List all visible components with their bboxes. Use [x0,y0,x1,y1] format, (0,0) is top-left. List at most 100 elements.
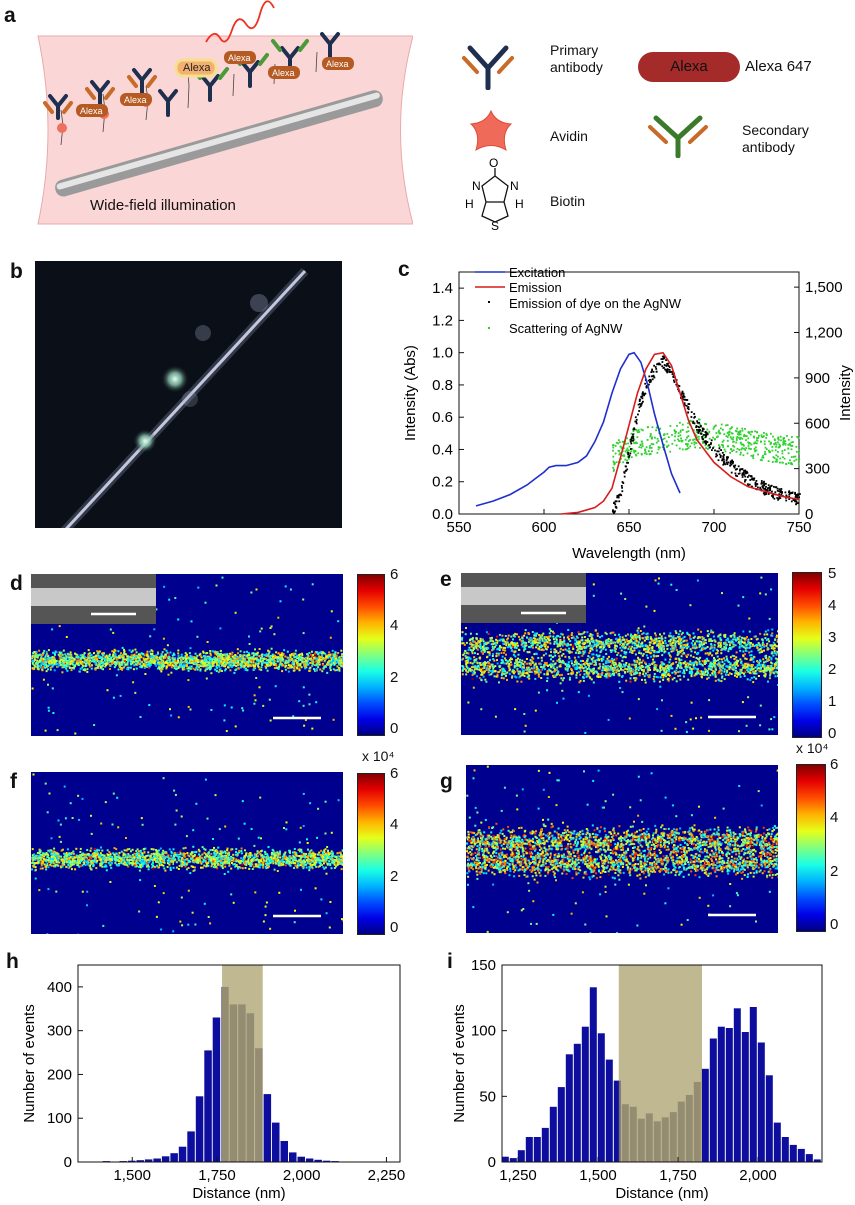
dye-emission-point [618,500,621,503]
localization-point [221,654,224,657]
localization-point [151,655,154,658]
localization-point [153,661,156,664]
localization-point [670,644,673,647]
dye-emission-point [637,413,639,416]
scattering-point [687,435,690,437]
dye-emission-point [767,487,769,490]
scattering-point [720,423,723,426]
localization-point [635,637,638,640]
localization-point [737,664,740,667]
localization-point [209,658,212,660]
localization-point [229,669,232,672]
background-event [304,719,307,721]
localization-point [34,655,37,658]
scattering-point [773,443,776,445]
localization-point [475,633,478,635]
localization-point [159,662,162,665]
dye-emission-point [765,493,768,495]
localization-point [533,663,536,666]
dye-emission-point [671,371,673,373]
y-tick-label: 1.0 [432,345,453,362]
scattering-point [617,442,620,445]
scattering-point [705,423,707,425]
localization-point [139,664,142,667]
localization-point [600,640,602,643]
localization-point [606,657,609,660]
localization-point [145,653,148,656]
scattering-point [635,454,638,457]
scattering-point [645,446,648,449]
localization-point [576,641,578,644]
localization-point [701,672,704,675]
localization-point [699,649,702,652]
localization-point [243,654,246,657]
localization-point [648,644,651,647]
scattering-point [693,443,696,446]
localization-point [261,653,264,656]
localization-point [534,670,537,673]
localization-point [735,651,738,654]
localization-point [621,669,624,671]
scattering-point [769,443,772,446]
localization-point [603,675,606,678]
localization-point [87,655,90,658]
localization-point [628,640,631,642]
localization-point [602,656,605,659]
localization-point [42,661,45,664]
localization-point [166,664,169,667]
localization-point [207,663,210,666]
localization-point [45,664,48,667]
scattering-point [729,452,731,454]
localization-point [315,668,318,671]
localization-point [45,658,48,661]
localization-point [195,659,198,662]
scattering-point [651,436,654,439]
localization-point [712,649,715,652]
localization-point [167,657,170,660]
localization-point [247,654,249,657]
alexa-badge-label: Alexa [228,53,251,63]
localization-point [90,667,93,670]
localization-point [309,661,312,664]
dye-emission-point [655,370,658,373]
localization-point [591,669,594,672]
localization-point [320,652,323,655]
localization-point [133,664,136,667]
localization-point [255,658,258,661]
scattering-point [630,432,633,435]
localization-point [241,663,244,666]
localization-point [71,663,74,666]
localization-point [544,647,547,650]
localization-point [747,638,750,641]
localization-point [210,665,213,668]
localization-point [575,651,577,654]
dye-emission-point [755,483,758,486]
dye-emission-point [632,428,635,431]
background-event [248,643,251,645]
localization-point [630,638,632,641]
localization-point [676,654,679,656]
localization-point [553,640,556,643]
scattering-point [696,436,698,439]
localization-point [466,652,468,655]
localization-point [595,642,598,645]
dye-emission-point [671,373,674,375]
dye-emission-point [733,465,735,467]
colorbar-tick: 2 [390,668,399,686]
localization-point [44,657,47,660]
localization-point [501,639,504,642]
localization-point [709,674,712,677]
localization-point [613,658,616,661]
localization-point [274,663,277,665]
localization-point [646,674,649,677]
dye-emission-point [644,392,647,395]
scattering-point [777,439,780,441]
background-event [206,641,209,643]
localization-point [656,643,659,646]
background-event [177,618,180,621]
scattering-point [779,461,781,464]
localization-point [515,647,518,649]
localization-point [41,666,44,668]
localization-point [316,651,319,654]
localization-point [119,668,122,670]
